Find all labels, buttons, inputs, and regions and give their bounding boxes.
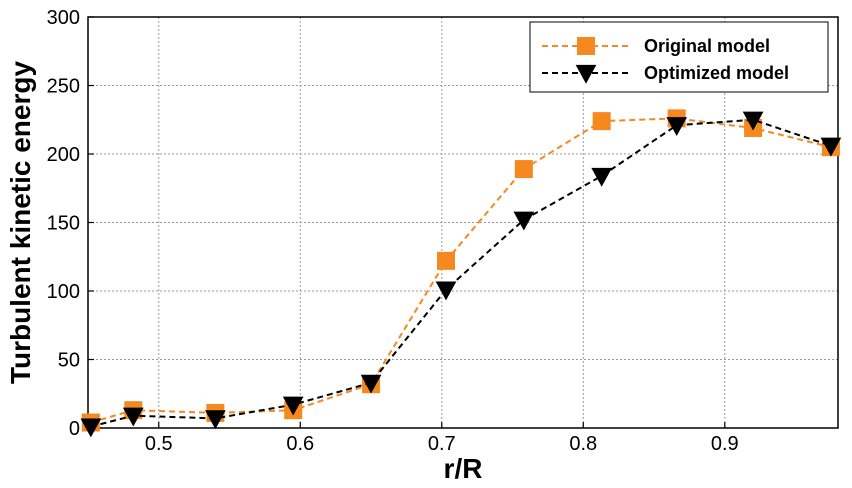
legend-item: Original model: [542, 36, 770, 56]
series-1: [81, 109, 840, 432]
data-point: [592, 112, 611, 131]
series-layer: [80, 109, 842, 438]
axis-ticks: 0.5 0.6 0.7 0.8 0.9 0 50 100 150 200 250 300: [47, 7, 739, 455]
series-line: [90, 118, 832, 428]
data-point: [435, 281, 457, 301]
y-tick-label: 250: [47, 76, 80, 98]
x-axis-title: r/R: [444, 453, 483, 484]
x-tick-label: 0.9: [711, 433, 739, 455]
legend-label: Optimized model: [644, 63, 789, 83]
legend-label: Original model: [644, 36, 770, 56]
legend-marker: [577, 37, 595, 55]
y-tick-label: 150: [47, 213, 80, 235]
data-point: [437, 251, 456, 270]
y-axis-title: Turbulent kinetic energy: [5, 61, 36, 385]
legend-box: [529, 21, 829, 93]
x-tick-label: 0.6: [286, 433, 314, 455]
y-tick-label: 300: [47, 7, 80, 29]
y-tick-label: 100: [47, 281, 80, 303]
data-point: [122, 407, 144, 427]
data-point: [742, 111, 764, 131]
x-tick-label: 0.8: [569, 433, 597, 455]
y-tick-label: 0: [69, 418, 80, 440]
series-line: [90, 117, 832, 424]
legend-item: Optimized model: [542, 63, 789, 84]
legend: Original model Optimized model: [529, 21, 829, 93]
y-tick-label: 200: [47, 144, 80, 166]
data-point: [282, 396, 304, 416]
x-tick-label: 0.7: [428, 433, 456, 455]
data-point: [360, 374, 382, 394]
legend-marker: [575, 64, 597, 84]
data-point: [591, 167, 613, 187]
x-tick-label: 0.5: [145, 433, 173, 455]
data-point: [666, 117, 688, 137]
data-point: [514, 160, 533, 179]
data-point: [80, 418, 102, 438]
series-2: [80, 111, 842, 438]
data-point: [513, 211, 535, 231]
data-point: [820, 137, 842, 157]
y-tick-label: 50: [58, 350, 80, 372]
data-point: [205, 410, 226, 430]
